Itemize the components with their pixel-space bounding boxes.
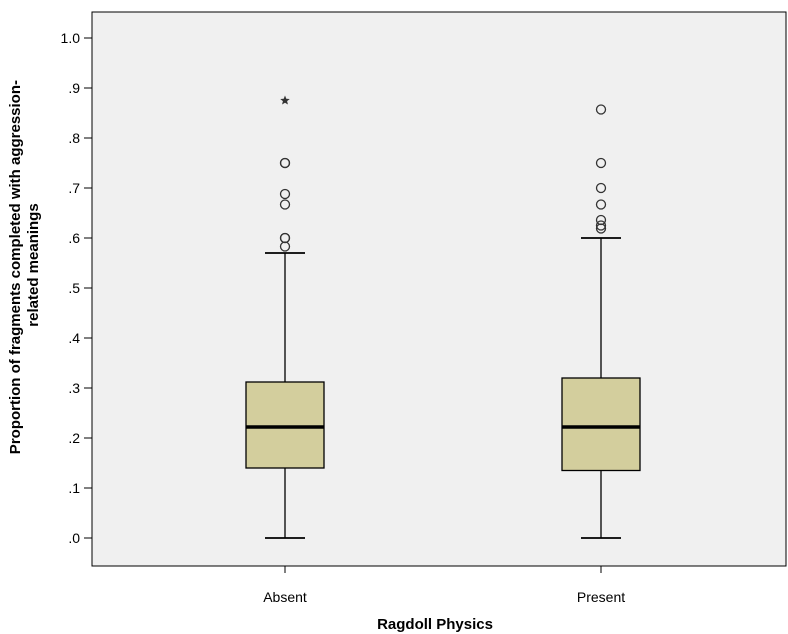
outlier-point — [595, 199, 607, 210]
boxes — [245, 95, 641, 539]
x-tick-label: Present — [577, 589, 625, 605]
y-axis: .0 .1 .2 .3 .4 .5 .6 .7 .8 .9 1.0 — [61, 30, 92, 546]
x-axis-title: Ragdoll Physics — [377, 616, 493, 633]
box-absent — [245, 95, 325, 539]
y-tick-label: .1 — [68, 480, 80, 496]
outlier-point — [279, 157, 291, 169]
iqr-box — [245, 381, 325, 469]
y-tick-label: .8 — [68, 130, 80, 146]
outlier-point — [595, 157, 607, 169]
box-present — [561, 104, 641, 539]
outlier-point — [595, 104, 607, 115]
y-axis-title: Proportion of fragments completed with a… — [7, 76, 42, 454]
y-tick-label: 1.0 — [61, 30, 81, 46]
y-tick-label: .4 — [68, 330, 80, 346]
outlier-point — [595, 214, 607, 226]
y-tick-label: .9 — [68, 80, 80, 96]
extreme-point — [280, 95, 290, 105]
y-tick-label: .7 — [68, 180, 80, 196]
y-tick-label: .0 — [68, 530, 80, 546]
x-tick-label: Absent — [263, 589, 307, 605]
outlier-point — [279, 232, 291, 244]
outlier-point — [279, 199, 291, 210]
y-tick-label: .3 — [68, 380, 80, 396]
y-axis-title-line-2: related meanings — [25, 203, 42, 326]
y-tick-label: .5 — [68, 280, 80, 296]
plot-area — [91, 11, 787, 567]
outlier-point — [595, 220, 607, 231]
outlier-point — [279, 188, 291, 200]
outlier-point — [595, 182, 607, 194]
x-axis: Absent Present — [263, 566, 625, 605]
y-axis-title-line-1: Proportion of fragments completed with a… — [7, 80, 24, 454]
y-tick-label: .2 — [68, 430, 80, 446]
iqr-box — [561, 377, 641, 472]
y-tick-label: .6 — [68, 230, 80, 246]
